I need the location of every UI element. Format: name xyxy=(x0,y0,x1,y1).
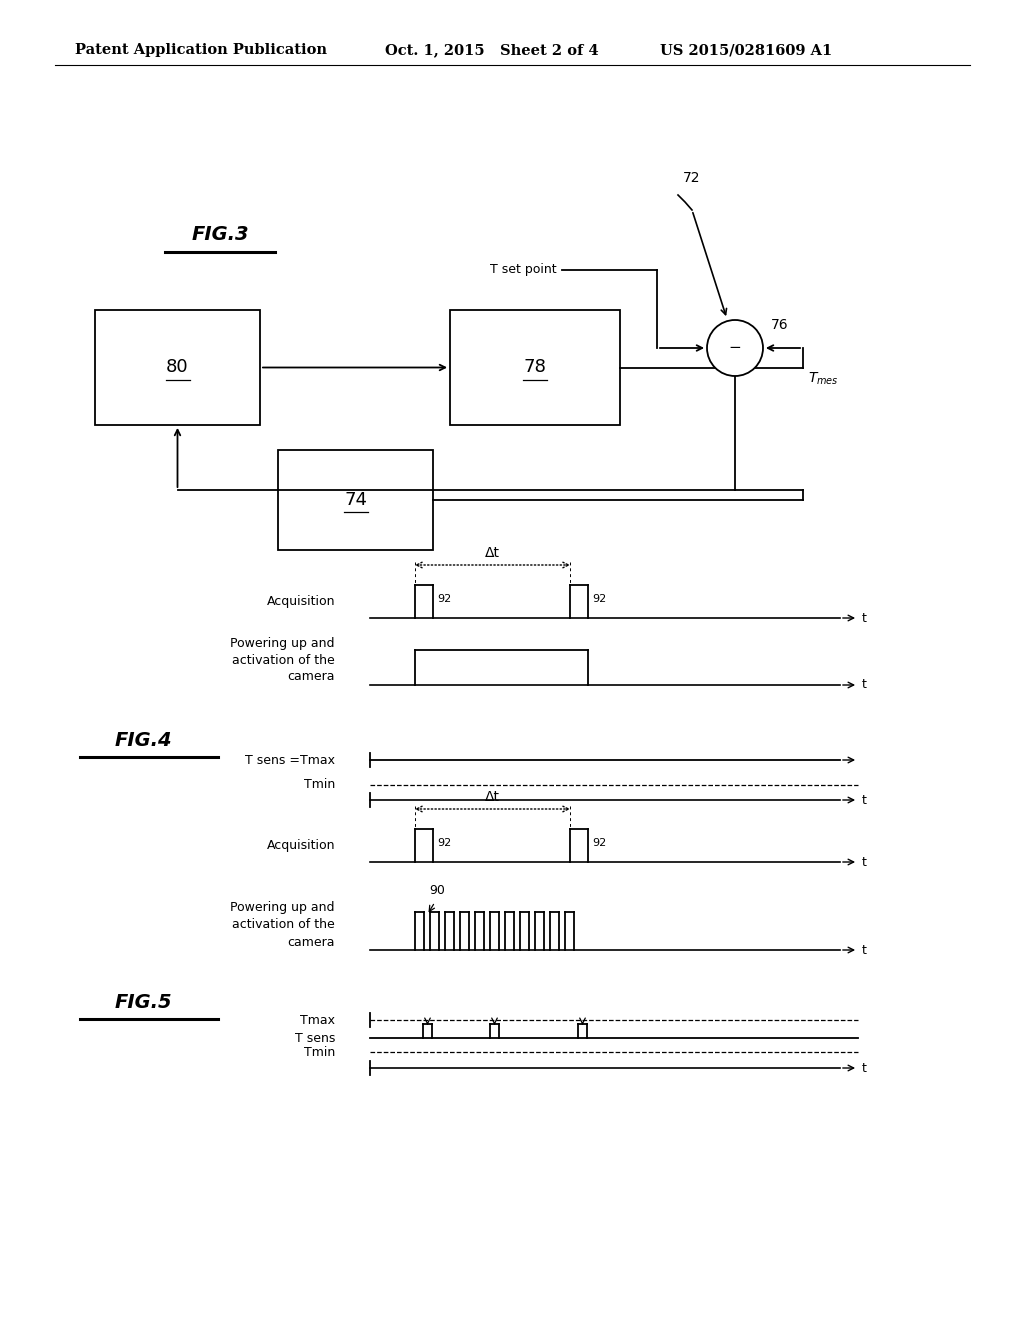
Text: T set point: T set point xyxy=(490,264,557,276)
Text: 92: 92 xyxy=(437,838,452,849)
Text: Δt: Δt xyxy=(485,546,500,560)
Text: US 2015/0281609 A1: US 2015/0281609 A1 xyxy=(660,44,833,57)
Bar xyxy=(278,450,433,550)
Text: Acquisition: Acquisition xyxy=(266,840,335,851)
Text: FIG.5: FIG.5 xyxy=(115,993,173,1011)
Text: 92: 92 xyxy=(592,594,606,605)
Text: 92: 92 xyxy=(592,838,606,849)
Text: 80: 80 xyxy=(166,359,188,376)
Text: 92: 92 xyxy=(437,594,452,605)
Text: Tmin: Tmin xyxy=(304,1045,335,1059)
Text: Powering up and
activation of the
camera: Powering up and activation of the camera xyxy=(230,902,335,949)
Text: 90: 90 xyxy=(429,883,445,896)
Text: $T_{mes}$: $T_{mes}$ xyxy=(808,371,839,387)
Text: Δt: Δt xyxy=(485,789,500,804)
Text: FIG.3: FIG.3 xyxy=(191,226,249,244)
Text: T sens: T sens xyxy=(295,1031,335,1044)
Text: t: t xyxy=(862,793,867,807)
Text: Patent Application Publication: Patent Application Publication xyxy=(75,44,327,57)
Circle shape xyxy=(707,319,763,376)
Text: t: t xyxy=(862,611,867,624)
Bar xyxy=(450,310,620,425)
Text: t: t xyxy=(862,1061,867,1074)
Bar xyxy=(95,310,260,425)
Text: Oct. 1, 2015   Sheet 2 of 4: Oct. 1, 2015 Sheet 2 of 4 xyxy=(385,44,599,57)
Text: Powering up and
activation of the
camera: Powering up and activation of the camera xyxy=(230,636,335,684)
Text: Acquisition: Acquisition xyxy=(266,595,335,609)
Text: T sens =Tmax: T sens =Tmax xyxy=(245,754,335,767)
Text: −: − xyxy=(729,341,741,355)
Text: FIG.4: FIG.4 xyxy=(115,730,173,750)
Text: t: t xyxy=(862,678,867,692)
Text: Tmax: Tmax xyxy=(300,1014,335,1027)
Text: t: t xyxy=(862,944,867,957)
Text: 78: 78 xyxy=(523,359,547,376)
Text: 74: 74 xyxy=(344,491,367,510)
Text: Tmin: Tmin xyxy=(304,779,335,792)
Text: 76: 76 xyxy=(771,318,788,333)
Text: t: t xyxy=(862,855,867,869)
Text: 72: 72 xyxy=(683,172,700,185)
